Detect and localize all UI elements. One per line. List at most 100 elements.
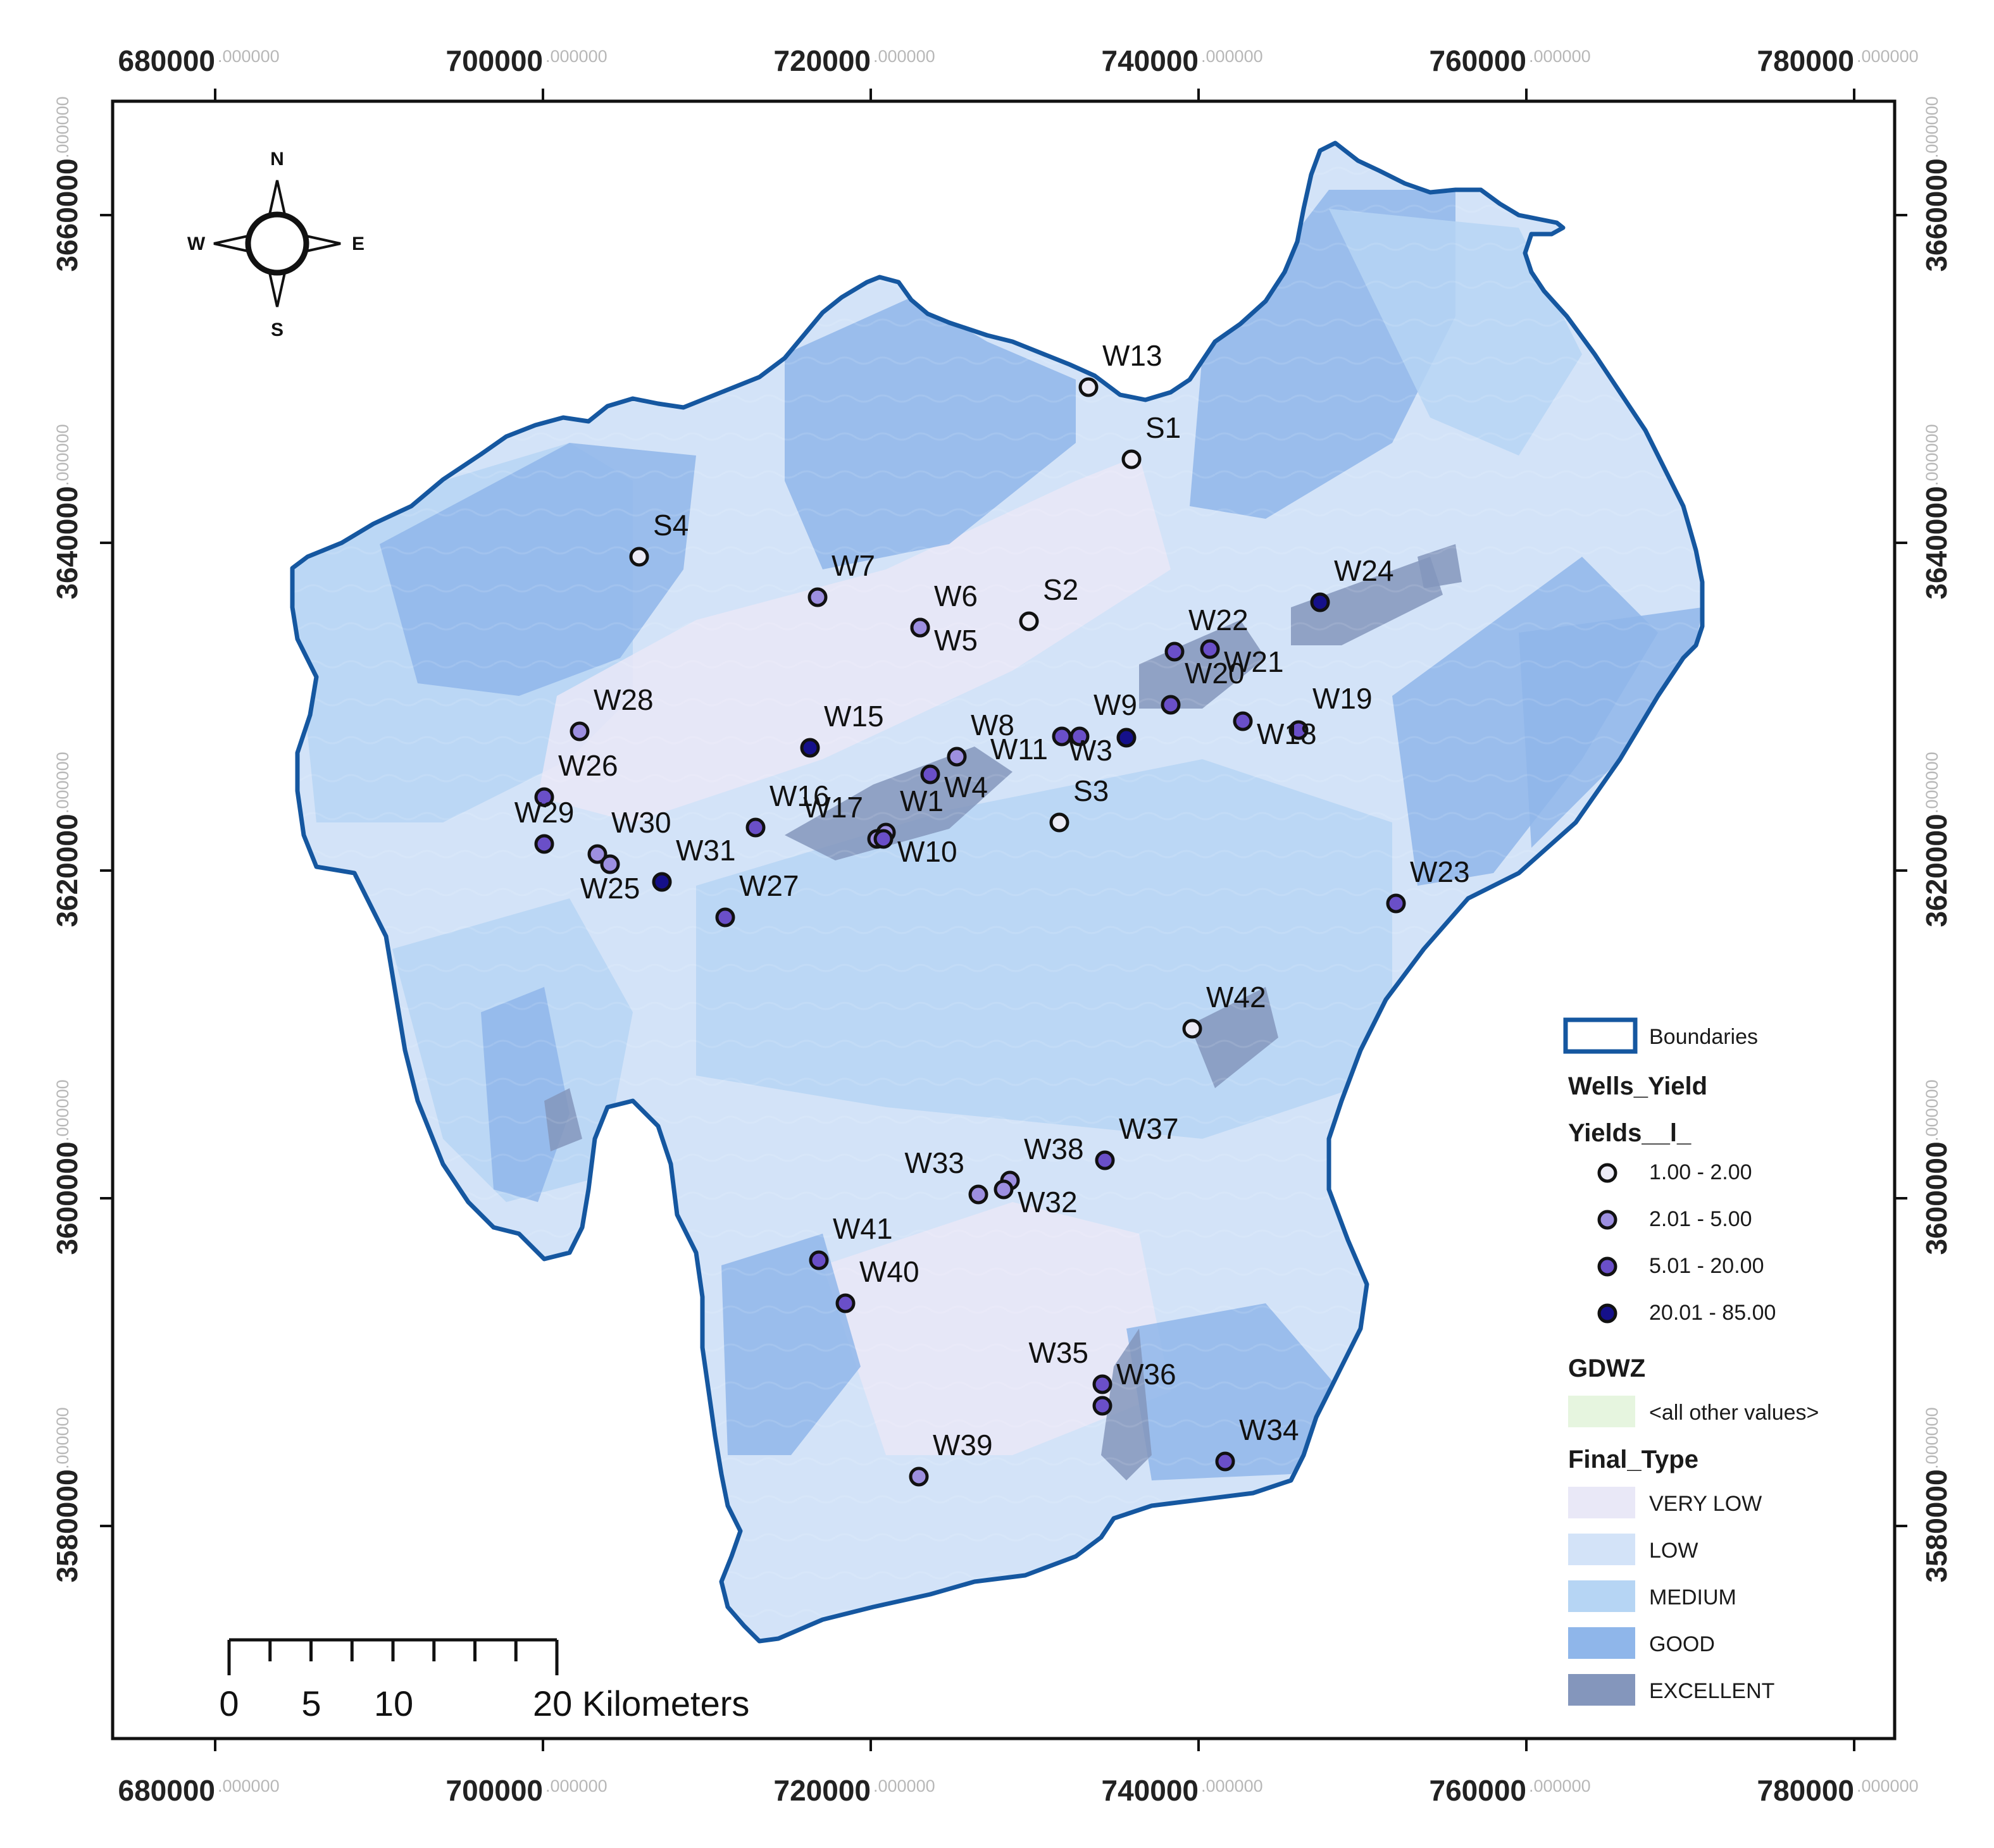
well-marker-w13[interactable]: [1078, 377, 1099, 397]
well-label-s1: S1: [1145, 411, 1181, 444]
well-w22[interactable]: W22: [1164, 604, 1249, 662]
x-bottom-decimal-680000: .000000: [218, 1777, 280, 1795]
well-marker-w25[interactable]: [600, 854, 620, 874]
y-left-label-3600000: 3600000: [51, 1141, 84, 1255]
well-w7[interactable]: W7: [807, 549, 875, 607]
well-w25[interactable]: W25: [580, 854, 640, 905]
well-marker-w40[interactable]: [835, 1293, 856, 1313]
well-w34[interactable]: W34: [1215, 1413, 1299, 1472]
well-s3[interactable]: S3: [1049, 774, 1109, 833]
well-s4[interactable]: S4: [629, 509, 689, 567]
well-label-w16: W16: [770, 779, 830, 812]
well-w31[interactable]: W31: [652, 834, 736, 892]
well-marker-w36[interactable]: [1092, 1396, 1112, 1416]
well-w42[interactable]: W42: [1182, 981, 1266, 1039]
legend-yield-label-0: 1.00 - 2.00: [1649, 1160, 1752, 1184]
well-w35[interactable]: W35: [1028, 1336, 1112, 1394]
well-marker-w8[interactable]: [947, 747, 967, 767]
well-w37[interactable]: W37: [1095, 1112, 1179, 1170]
well-w23[interactable]: W23: [1386, 855, 1470, 914]
well-marker-w26[interactable]: [534, 787, 554, 807]
well-w16[interactable]: W16: [745, 779, 830, 838]
well-label-w25: W25: [580, 872, 640, 905]
well-marker-w42[interactable]: [1182, 1019, 1202, 1039]
well-w19[interactable]: W19: [1288, 682, 1373, 740]
well-w29[interactable]: W29: [514, 796, 575, 854]
well-s1[interactable]: S1: [1121, 411, 1181, 469]
well-marker-w32[interactable]: [994, 1179, 1014, 1200]
well-marker-w28[interactable]: [570, 721, 590, 741]
well-w33[interactable]: W33: [904, 1146, 988, 1205]
y-right-label-group-3660000: 3660000.000000: [1920, 96, 1953, 271]
well-label-w15: W15: [824, 700, 884, 733]
y-right-decimal-3640000: .000000: [1922, 424, 1941, 486]
well-w11[interactable]: W11: [990, 726, 1072, 766]
well-marker-w34[interactable]: [1215, 1451, 1235, 1472]
well-marker-w20[interactable]: [1161, 695, 1181, 715]
well-marker-w37[interactable]: [1095, 1150, 1115, 1170]
well-marker-s1[interactable]: [1121, 449, 1142, 469]
well-w36[interactable]: W36: [1092, 1358, 1176, 1416]
well-label-s2: S2: [1043, 573, 1078, 606]
well-marker-w16[interactable]: [745, 817, 766, 838]
well-marker-w41[interactable]: [809, 1250, 829, 1270]
well-marker-w10[interactable]: [873, 829, 894, 849]
well-w3[interactable]: W3: [1069, 728, 1137, 767]
well-marker-w24[interactable]: [1310, 592, 1330, 612]
well-marker-w18[interactable]: [1233, 711, 1253, 731]
well-marker-w35[interactable]: [1092, 1374, 1112, 1394]
well-marker-w31[interactable]: [652, 872, 672, 892]
well-marker-s3[interactable]: [1049, 812, 1069, 833]
well-label-w20: W20: [1185, 657, 1245, 690]
well-w8[interactable]: W8: [947, 709, 1014, 767]
legend-yield-marker-0: [1597, 1163, 1617, 1183]
x-bottom-label-740000: 740000: [1102, 1774, 1199, 1807]
well-w27[interactable]: W27: [715, 869, 799, 927]
well-w4[interactable]: W4: [920, 764, 988, 803]
well-marker-w5[interactable]: [910, 617, 930, 638]
well-w28[interactable]: W28: [570, 683, 654, 741]
well-label-w27: W27: [739, 869, 799, 902]
x-bottom-label-720000: 720000: [774, 1774, 871, 1807]
well-marker-w29[interactable]: [534, 834, 554, 854]
well-w32[interactable]: W32: [994, 1179, 1078, 1219]
well-label-w13: W13: [1102, 339, 1162, 372]
well-marker-w23[interactable]: [1386, 893, 1406, 914]
well-w9[interactable]: W9: [1069, 688, 1137, 747]
well-w13[interactable]: W13: [1078, 339, 1162, 397]
legend-gdwz-other-label: <all other values>: [1649, 1401, 1819, 1425]
well-marker-w15[interactable]: [800, 738, 820, 758]
well-marker-s2[interactable]: [1019, 611, 1039, 631]
well-marker-w39[interactable]: [909, 1467, 929, 1487]
well-w30[interactable]: W30: [587, 806, 671, 864]
well-w24[interactable]: W24: [1310, 554, 1394, 612]
well-label-w29: W29: [514, 796, 575, 829]
well-w18[interactable]: W18: [1233, 711, 1317, 750]
well-w15[interactable]: W15: [800, 700, 884, 758]
well-marker-s4[interactable]: [629, 547, 649, 567]
well-marker-w3[interactable]: [1116, 728, 1137, 748]
well-w40[interactable]: W40: [835, 1255, 919, 1313]
well-marker-w30[interactable]: [587, 844, 608, 864]
well-marker-w11[interactable]: [1052, 726, 1072, 747]
well-w38[interactable]: W38: [1000, 1132, 1084, 1191]
well-w5[interactable]: W5: [910, 617, 978, 657]
well-w39[interactable]: W39: [909, 1429, 993, 1487]
well-w26[interactable]: W26: [534, 749, 618, 807]
well-marker-w7[interactable]: [807, 587, 828, 607]
y-coordinate-labels-left: 3660000.0000003640000.0000003620000.0000…: [51, 96, 113, 1583]
well-w10[interactable]: W10: [873, 829, 957, 868]
well-w41[interactable]: W41: [809, 1212, 893, 1270]
well-w20[interactable]: W20: [1161, 657, 1245, 715]
well-marker-w22[interactable]: [1164, 642, 1185, 662]
well-w21[interactable]: W21: [1200, 639, 1284, 678]
well-marker-w4[interactable]: [920, 764, 940, 784]
well-marker-w19[interactable]: [1288, 720, 1309, 740]
y-left-label-group-3660000: 3660000.000000: [51, 96, 84, 271]
well-marker-w27[interactable]: [715, 907, 735, 927]
well-marker-w33[interactable]: [968, 1184, 988, 1205]
well-s2[interactable]: S2: [1019, 573, 1078, 631]
well-marker-w21[interactable]: [1200, 639, 1220, 659]
legend-boundaries-label: Boundaries: [1649, 1025, 1758, 1049]
well-label-w4: W4: [944, 771, 988, 803]
